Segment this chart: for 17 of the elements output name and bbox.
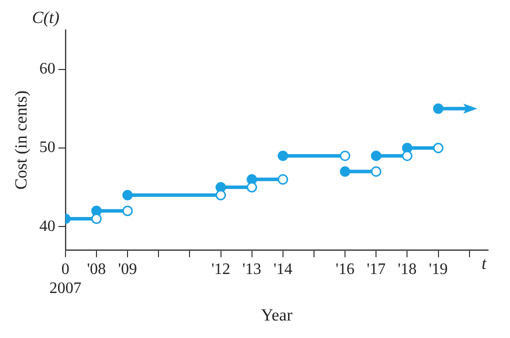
x-tick-label: '08: [87, 261, 106, 278]
x-tick-label: '18: [398, 261, 417, 278]
x-axis-title: Year: [261, 305, 293, 324]
x-tick-label: 0 2007: [49, 261, 82, 298]
text: C(t): [32, 8, 60, 27]
x-tick-label: '12: [211, 261, 230, 278]
x-tick-label: '13: [242, 261, 262, 278]
y-tick-label: 50: [39, 139, 56, 156]
x-tick-label: '14: [273, 261, 292, 278]
y-tick-label: 40: [39, 218, 56, 235]
y-axis-title: Cost (in cents): [12, 90, 31, 190]
text: t: [482, 254, 488, 274]
y-tick-label: 60: [39, 60, 56, 78]
x-tick-label: '17: [366, 261, 386, 278]
x-tick-label: '09: [118, 261, 137, 278]
x-tick-label: '19: [428, 261, 448, 278]
x-tick-label: '16: [336, 261, 355, 278]
